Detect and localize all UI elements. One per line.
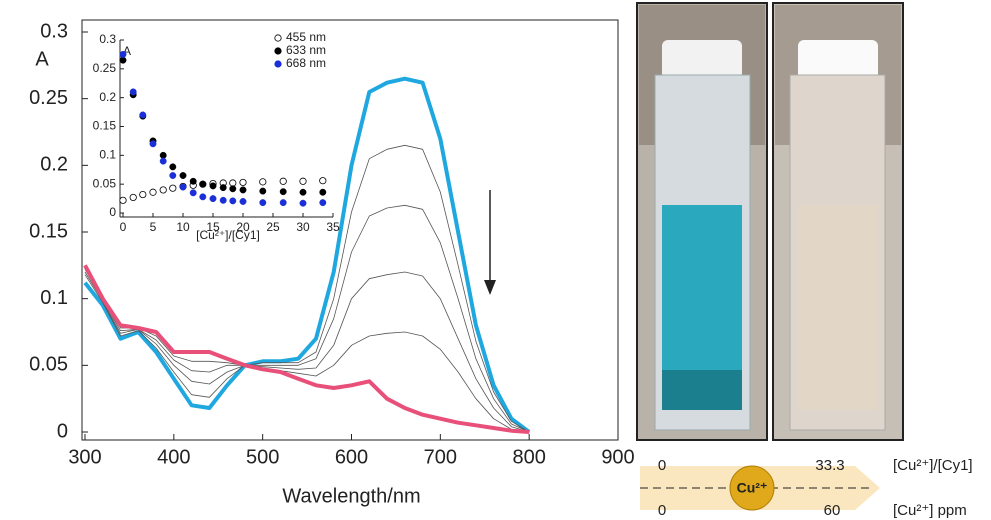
scale-bar: Cu²⁺ 0 33.3 [Cu²⁺]/[Cy1] 0 60 [Cu²⁺] ppm [640,457,973,519]
data-point [230,186,236,192]
data-point [260,188,266,194]
data-point [160,158,166,164]
x-tick-label: 700 [424,446,457,468]
data-point [280,199,286,205]
data-point [230,198,236,204]
data-point [240,179,246,185]
x-tick-label: 300 [68,446,101,468]
x-tick-label: 900 [601,446,634,468]
y-tick-label: 0.1 [99,148,116,162]
y-tick-label: 0.05 [93,176,117,190]
data-point [130,89,136,95]
data-point [120,51,126,57]
y-tick-label: 0.25 [93,61,117,75]
y-tick-label: 0.3 [40,20,68,42]
data-point [140,191,146,197]
data-point [280,188,286,194]
data-point [210,195,216,201]
data-point [240,198,246,204]
legend-marker [275,61,281,67]
y-tick-label: 0.05 [29,354,68,376]
data-point [170,172,176,178]
plot-frame [82,20,618,440]
legend-label: 668 nm [286,56,326,70]
data-point [300,200,306,206]
y-tick-label: 0.2 [99,90,116,104]
legend-label: 633 nm [286,43,326,57]
data-point [120,197,126,203]
data-point [210,183,216,189]
legend-label: 455 nm [286,30,326,44]
figure: Cu²⁺ 0 33.3 [Cu²⁺]/[Cy1] 0 60 [Cu²⁺] ppm… [0,0,991,520]
data-point [320,199,326,205]
legend-marker [275,35,281,41]
x-tick-label: 600 [335,446,368,468]
data-point [200,181,206,187]
data-point [300,178,306,184]
spectrum-line [85,145,529,432]
data-point [240,187,246,193]
x-tick-label: 25 [266,220,280,234]
data-point [260,179,266,185]
ratio-label: [Cu²⁺]/[Cy1] [893,457,973,474]
data-point [140,112,146,118]
photo-after [773,3,903,440]
data-point [320,189,326,195]
y-tick-label: 0 [109,205,116,219]
ratio-start: 0 [658,457,666,474]
ratio-end: 33.3 [815,457,844,474]
y-tick-label: 0.25 [29,87,68,109]
clear-solution [797,205,877,410]
arrow-head [484,280,496,295]
data-point [180,184,186,190]
data-point [220,184,226,190]
spectrum-line [85,205,529,432]
data-point [280,178,286,184]
data-point [160,152,166,158]
x-tick-label: 400 [157,446,190,468]
data-point [160,187,166,193]
data-point [170,185,176,191]
x-tick-label: 500 [246,446,279,468]
y-tick-label: 0 [57,420,68,442]
ppm-label: [Cu²⁺] ppm [893,502,967,519]
data-point [260,199,266,205]
x-tick-label: 0 [120,220,127,234]
data-point [180,172,186,178]
x-tick-label: 30 [296,220,310,234]
photo-before [637,3,767,440]
ion-label: Cu²⁺ [737,480,768,496]
data-point [120,57,126,63]
data-point [170,164,176,170]
x-tick-label: 35 [326,220,340,234]
data-point [320,178,326,184]
y-tick-label: 0.3 [99,32,116,46]
data-point [150,141,156,147]
data-point [200,194,206,200]
y-tick-label: 0.2 [40,154,68,176]
x-tick-label: 10 [176,220,190,234]
ppm-end: 60 [824,502,841,519]
y-tick-label: 0.1 [40,287,68,309]
legend-marker [275,48,281,54]
x-tick-label: 5 [150,220,157,234]
solution-shadow [662,370,742,410]
data-point [130,194,136,200]
y-tick-label: 0.15 [29,220,68,242]
data-point [300,189,306,195]
data-point [230,180,236,186]
y-axis-label: A [35,48,49,70]
cap [798,40,878,80]
data-point [190,178,196,184]
cap [662,40,742,80]
data-point [190,190,196,196]
x-axis-label: Wavelength/nm [282,485,420,507]
data-point [150,189,156,195]
x-axis-label: [Cu²⁺]/[Cy1] [196,228,260,242]
ppm-start: 0 [658,502,666,519]
data-point [220,197,226,203]
y-tick-label: 0.15 [93,119,117,133]
x-tick-label: 800 [512,446,545,468]
